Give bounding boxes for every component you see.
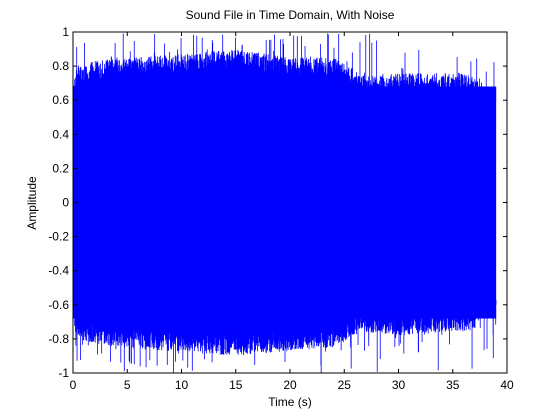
x-tick-label: 5 (124, 378, 131, 392)
y-axis-label: Amplitude (25, 176, 39, 230)
x-tick-label: 15 (229, 378, 243, 392)
signal-waveform (72, 33, 497, 373)
x-tick-label: 35 (446, 378, 460, 392)
y-tick-label: 0.4 (52, 127, 69, 141)
x-tick-label: 20 (283, 378, 297, 392)
x-tick-label: 25 (338, 378, 352, 392)
y-tick-label: -0.6 (48, 298, 69, 312)
y-tick-label: -0.8 (48, 332, 69, 346)
y-tick-label: 0 (62, 196, 69, 210)
y-tick-label: -0.4 (48, 264, 69, 278)
y-tick-label: -0.2 (48, 230, 69, 244)
y-tick-label: 1 (62, 25, 69, 39)
x-tick-label: 40 (500, 378, 514, 392)
x-tick-label: 0 (70, 378, 77, 392)
x-tick-label: 10 (175, 378, 189, 392)
x-axis-label: Time (s) (268, 395, 312, 409)
x-tick-label: 30 (392, 378, 406, 392)
signal-body (73, 86, 497, 319)
axis-ticks: 0 5 10 15 20 25 30 35 40 -1 -0.8 -0.6 -0.4 -0.2 0 0.2 0.… (48, 25, 514, 392)
y-tick-label: 0.2 (52, 161, 69, 175)
y-tick-label: 0.6 (52, 93, 69, 107)
chart-title: Sound File in Time Domain, With Noise (185, 8, 395, 22)
y-tick-label: 0.8 (52, 59, 69, 73)
y-tick-label: -1 (58, 366, 69, 380)
